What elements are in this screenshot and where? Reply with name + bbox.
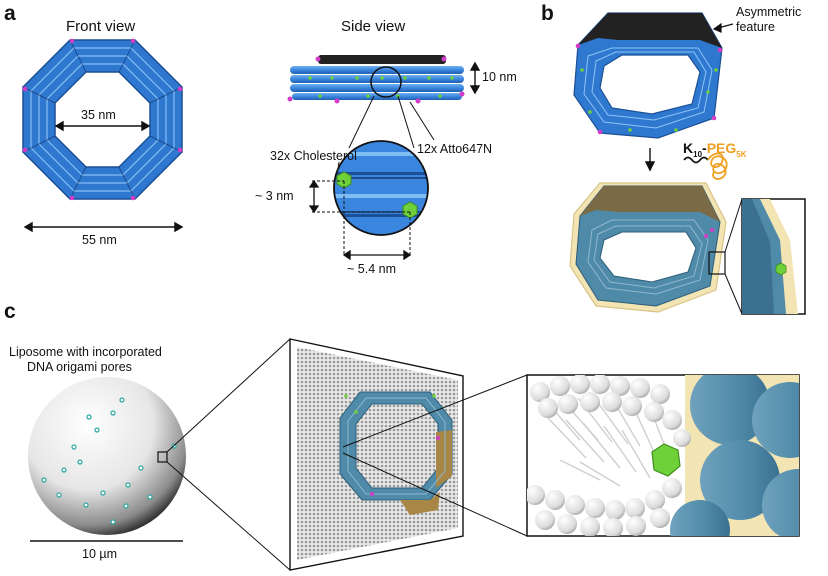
height-arrow — [469, 61, 481, 95]
cholesterol-icon — [651, 443, 681, 477]
ring-uncoated — [573, 12, 723, 139]
asymmetric-label-line1: Asymmetric — [736, 5, 802, 19]
spacing-arrows — [308, 179, 412, 261]
ring-coated — [569, 182, 727, 313]
peg-label: PEG — [706, 140, 737, 156]
cholesterol-icon — [402, 201, 418, 219]
lipid-detail — [526, 374, 800, 537]
zoom-connectors — [348, 95, 415, 149]
asymmetric-label-line2: feature — [736, 20, 775, 34]
outer-diameter-label: 55 nm — [82, 233, 117, 247]
k-label: K — [683, 140, 694, 156]
membrane-connectors — [342, 374, 528, 537]
panel-label-c: c — [4, 300, 16, 323]
front-view-title: Front view — [66, 18, 136, 35]
sphere-connectors — [166, 338, 291, 571]
front-view-octagon — [22, 38, 183, 201]
liposome-sphere — [28, 377, 186, 535]
atto-dye-label: 12x Atto647N — [417, 142, 493, 156]
inner-diameter-arrow — [54, 120, 151, 132]
down-arrow — [644, 148, 656, 172]
side-view-ring — [287, 55, 465, 104]
bundle-spacing-label: ~ 3 nm — [255, 189, 294, 203]
magnified-detail — [333, 140, 429, 236]
peg-coil-icon — [683, 152, 728, 180]
liposome-caption-line2: DNA origami pores — [27, 360, 132, 374]
k10-peg-label: K10-PEG5K — [683, 140, 747, 159]
cholesterol-icon — [336, 171, 352, 189]
bundle-width-label: ~ 5.4 nm — [347, 262, 396, 276]
scale-bar-label: 10 µm — [82, 547, 117, 561]
k-subscript: 10 — [693, 149, 703, 159]
peg-subscript: 5K — [736, 149, 747, 159]
asymmetric-arrow — [712, 22, 734, 33]
membrane-patch — [289, 338, 464, 571]
coating-inset — [741, 198, 806, 315]
panel-label-b: b — [541, 2, 554, 25]
inner-diameter-label: 35 nm — [81, 108, 116, 122]
height-label: 10 nm — [482, 70, 517, 84]
side-view-title: Side view — [341, 18, 406, 35]
dash: - — [702, 140, 707, 156]
panel-label-a: a — [4, 2, 16, 25]
inset-connectors — [724, 198, 743, 315]
cholesterol-icon — [775, 262, 787, 276]
cholesterol-label: 32x Cholesterol — [270, 149, 357, 163]
liposome-caption-line1: Liposome with incorporated — [9, 345, 162, 359]
outer-diameter-arrow — [23, 221, 184, 233]
spacing-guides — [312, 180, 411, 255]
